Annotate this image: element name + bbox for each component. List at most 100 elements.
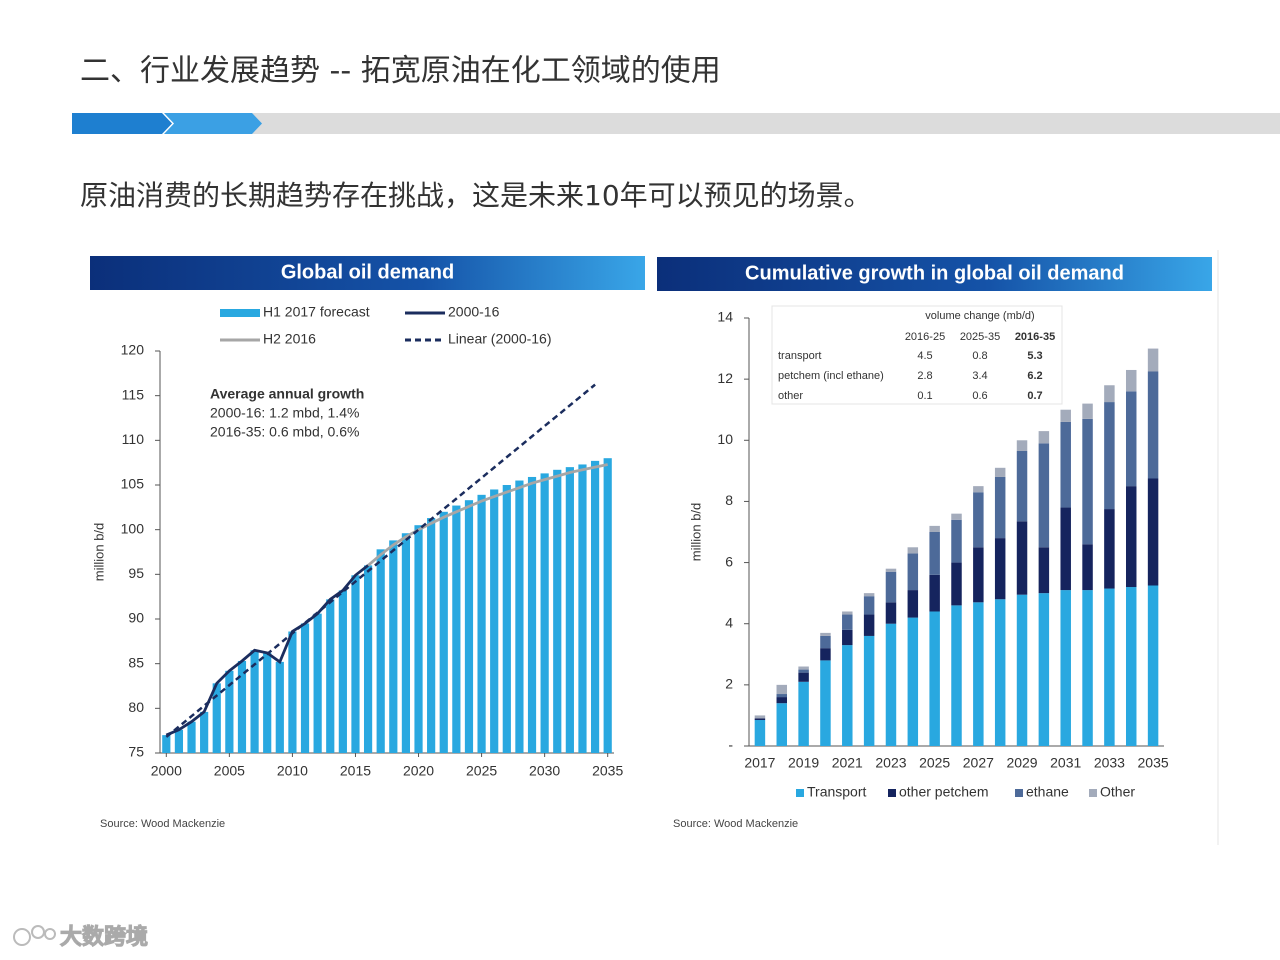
- y-tick-label: 120: [121, 342, 145, 358]
- bar: [187, 721, 196, 753]
- bar-segment: [842, 629, 853, 646]
- bar-segment: [951, 562, 962, 606]
- bar-segment: [1082, 418, 1093, 545]
- bar-segment: [1016, 521, 1028, 595]
- x-tick-label: 2019: [788, 755, 819, 771]
- legend-swatch: [1015, 789, 1023, 797]
- y-tick-label: 105: [121, 476, 145, 492]
- bar-segment: [994, 599, 1006, 746]
- table-cell: 4.5: [917, 350, 932, 362]
- x-tick-label: 2033: [1094, 755, 1125, 771]
- y-tick-label: 110: [122, 431, 145, 447]
- bar-segment: [1104, 588, 1115, 746]
- y-tick-label: 115: [122, 386, 145, 402]
- bar: [162, 735, 171, 753]
- bar-segment: [1060, 507, 1071, 591]
- bar: [502, 485, 511, 753]
- bar: [174, 729, 184, 753]
- x-tick-label: 2000: [151, 763, 182, 779]
- bar-segment: [1016, 450, 1028, 522]
- x-tick-label: 2020: [403, 763, 434, 779]
- bar-segment: [1125, 391, 1137, 487]
- y-tick-label: 12: [717, 370, 733, 386]
- bar-segment: [863, 596, 875, 615]
- bar-segment: [1147, 371, 1159, 479]
- table-row-label: other: [778, 390, 803, 402]
- bar-segment: [929, 532, 940, 575]
- table-cell: 3.4: [972, 370, 987, 382]
- bar-segment: [1147, 478, 1159, 586]
- x-tick-label: 2030: [529, 763, 560, 779]
- bar-segment: [754, 718, 766, 721]
- bar-segment: [994, 476, 1006, 539]
- bar: [376, 549, 385, 753]
- bar: [565, 467, 574, 753]
- x-tick-label: 2035: [592, 763, 623, 779]
- line-series: [367, 463, 608, 567]
- bar-segment: [1016, 440, 1028, 451]
- bar: [464, 500, 474, 753]
- legend-swatch: [1089, 789, 1097, 797]
- x-tick-label: 2035: [1138, 755, 1169, 771]
- bar: [237, 660, 247, 753]
- x-tick-label: 2025: [919, 755, 950, 771]
- bar-segment: [1016, 594, 1028, 746]
- bar-segment: [951, 513, 962, 520]
- bar-segment: [820, 660, 831, 746]
- y-tick-label: 10: [717, 431, 733, 447]
- progress-step: [72, 113, 172, 134]
- bar-segment: [973, 486, 984, 493]
- bar-segment: [1060, 409, 1071, 422]
- x-tick-label: 2015: [340, 763, 371, 779]
- y-axis-label: million b/d: [688, 503, 703, 562]
- table-header: 2025-35: [960, 331, 1000, 343]
- bar-segment: [776, 703, 788, 746]
- x-tick-label: 2017: [744, 755, 775, 771]
- bar-segment: [776, 697, 788, 704]
- x-tick-label: 2005: [214, 763, 245, 779]
- y-tick-label: 90: [128, 610, 144, 626]
- bar: [200, 711, 209, 753]
- bar-segment: [1082, 590, 1093, 746]
- bar: [603, 458, 612, 753]
- bar-segment: [820, 648, 831, 661]
- bar-segment: [973, 492, 984, 548]
- bar: [540, 473, 549, 753]
- table-row-label: petchem (incl ethane): [778, 370, 884, 382]
- bar: [389, 540, 398, 753]
- bar-segment: [842, 645, 853, 746]
- bar-segment: [798, 672, 809, 682]
- bar-segment: [951, 605, 962, 746]
- y-tick-label: 80: [128, 699, 144, 715]
- x-tick-label: 2025: [466, 763, 497, 779]
- bar: [477, 494, 486, 753]
- table-cell: 6.2: [1027, 370, 1042, 382]
- progress-track: [250, 113, 1280, 134]
- bar: [313, 613, 322, 753]
- bar-segment: [1104, 402, 1115, 510]
- legend-label: Transport: [807, 784, 867, 800]
- bar-segment: [994, 467, 1006, 477]
- bar: [414, 525, 423, 753]
- bar-segment: [842, 611, 853, 615]
- bar-segment: [929, 574, 940, 612]
- bar-segment: [798, 681, 809, 746]
- y-tick-label: -: [728, 737, 733, 753]
- subtitle: 原油消费的长期趋势存在挑战，这是未来10年可以预见的场景。: [80, 179, 872, 212]
- bar-segment: [907, 617, 919, 746]
- legend-label: H1 2017 forecast: [263, 304, 370, 320]
- bar: [439, 511, 448, 753]
- bar-segment: [929, 525, 940, 532]
- bar-segment: [776, 684, 788, 695]
- y-tick-label: 14: [717, 309, 733, 325]
- legend-swatch: [888, 789, 896, 797]
- bar-segment: [973, 547, 984, 603]
- y-tick-label: 6: [725, 553, 733, 569]
- bar: [363, 565, 373, 753]
- bar-segment: [798, 669, 809, 673]
- bar: [263, 652, 272, 753]
- bar-segment: [994, 538, 1006, 600]
- bar: [490, 489, 499, 753]
- legend-swatch: [220, 309, 260, 317]
- line-series: [165, 383, 596, 738]
